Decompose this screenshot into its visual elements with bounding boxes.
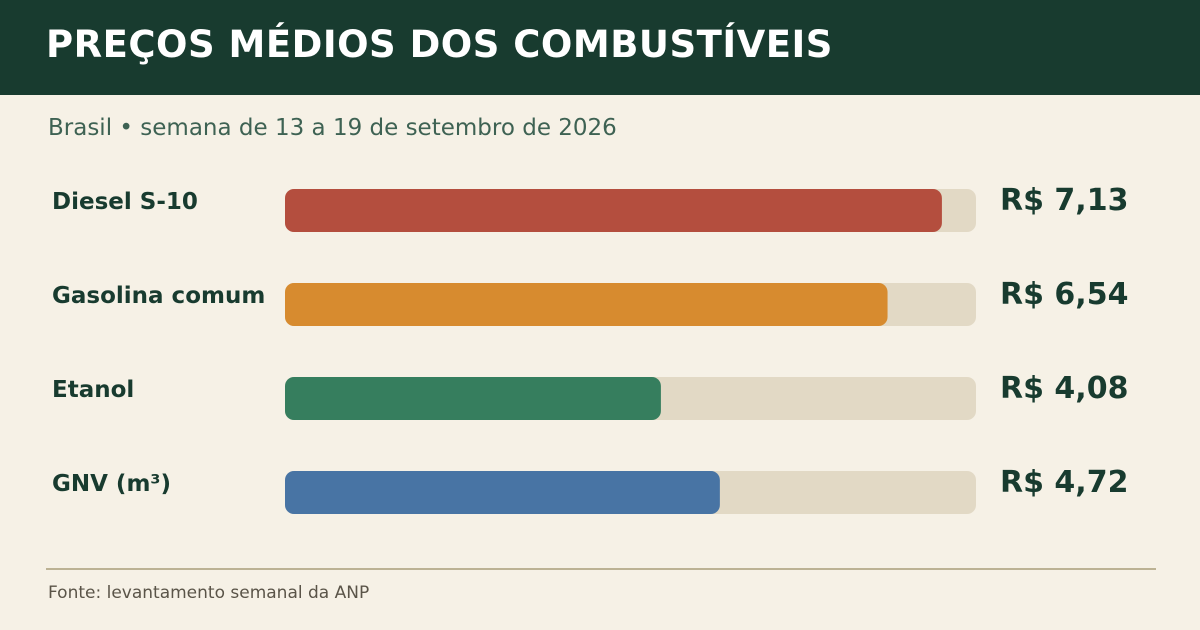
value-label: R$ 7,13 bbox=[1000, 183, 1128, 218]
bar-1 bbox=[285, 189, 942, 232]
category-label: GNV (m³) bbox=[52, 471, 171, 497]
header-bar: PREÇOS MÉDIOS DOS COMBUSTÍVEIS bbox=[0, 0, 1200, 95]
bar-4 bbox=[285, 471, 720, 514]
category-label: Gasolina comum bbox=[52, 283, 265, 309]
value-label: R$ 4,08 bbox=[1000, 371, 1128, 406]
footer-divider bbox=[46, 568, 1156, 570]
bar-2 bbox=[285, 283, 888, 326]
category-label: Diesel S-10 bbox=[52, 189, 198, 215]
value-label: R$ 6,54 bbox=[1000, 277, 1128, 312]
value-label: R$ 4,72 bbox=[1000, 465, 1128, 500]
bar-3 bbox=[285, 377, 661, 420]
category-label: Etanol bbox=[52, 377, 134, 403]
page-title: PREÇOS MÉDIOS DOS COMBUSTÍVEIS bbox=[46, 23, 833, 66]
page-subtitle: Brasil • semana de 13 a 19 de setembro d… bbox=[48, 115, 617, 141]
source-note: Fonte: levantamento semanal da ANP bbox=[48, 583, 370, 603]
